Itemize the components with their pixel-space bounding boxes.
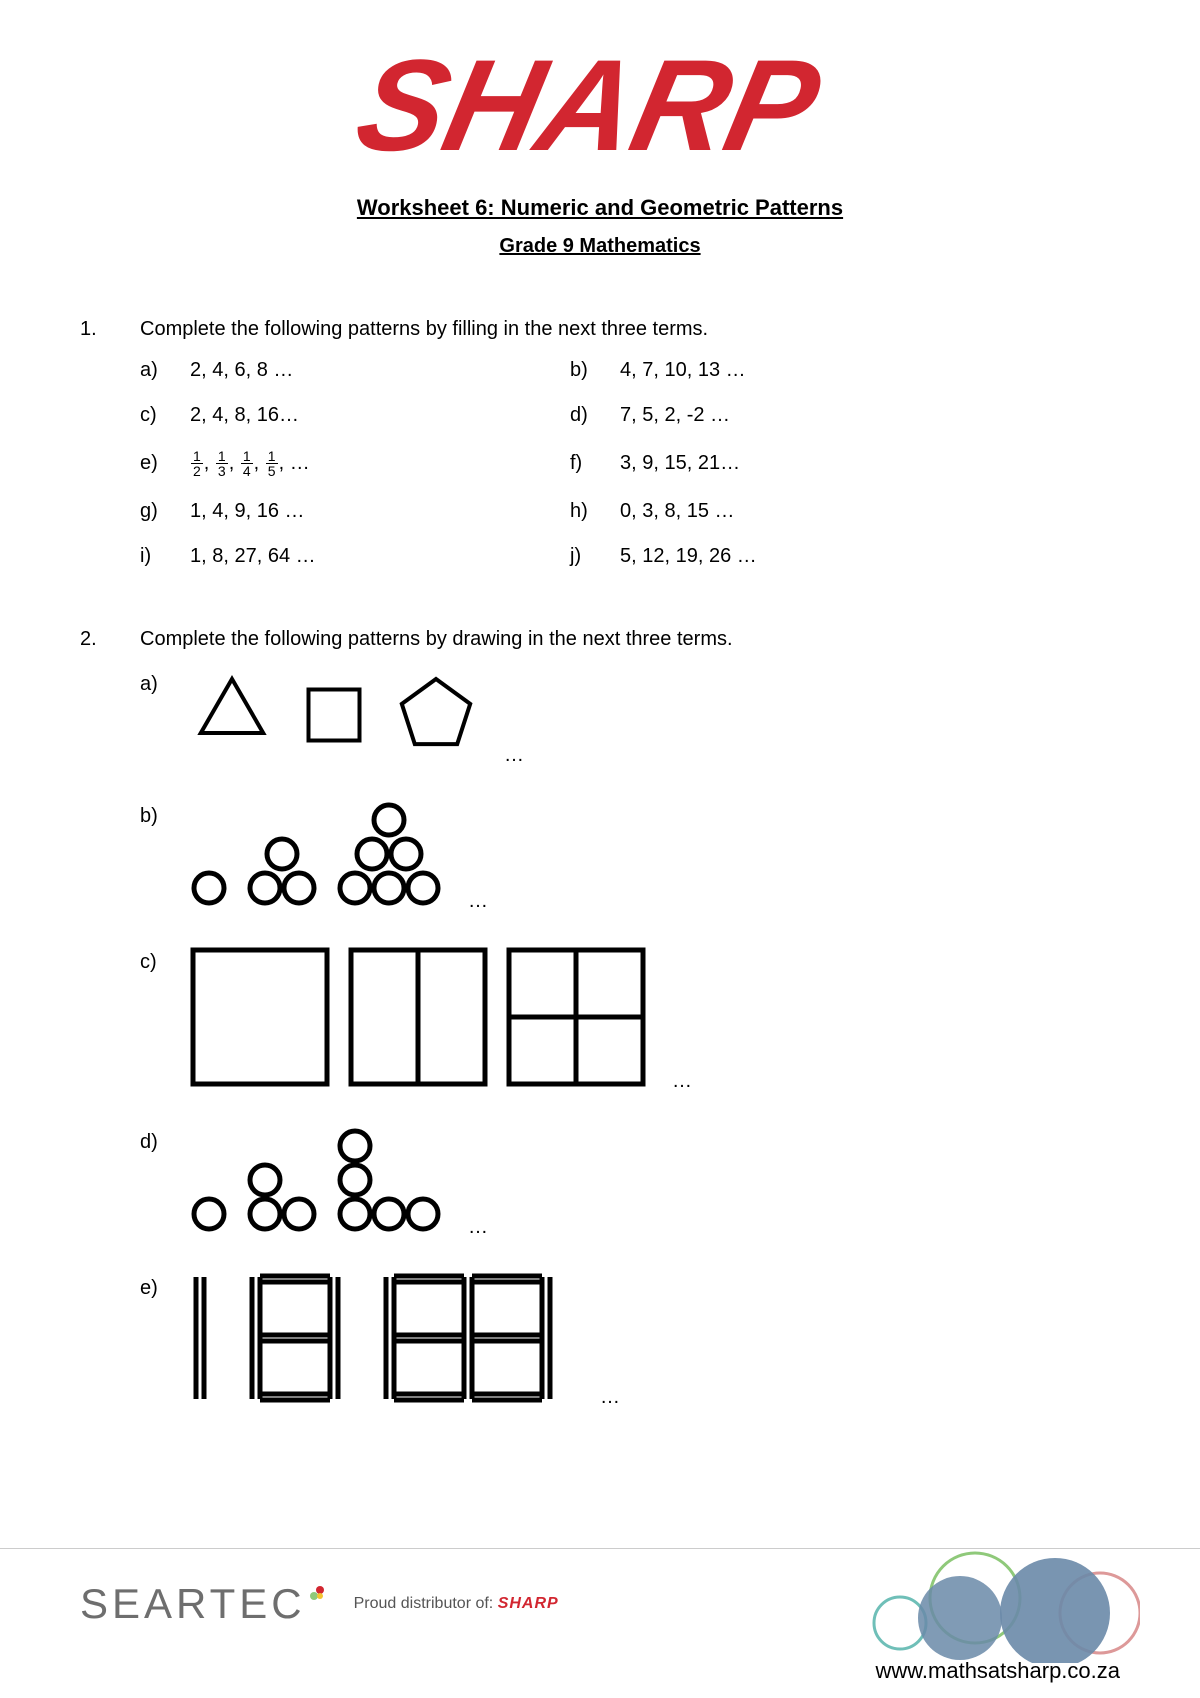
seartec-logo: SEARTEC (80, 1580, 324, 1628)
item-label: e) (140, 452, 190, 475)
shape-cell (246, 835, 318, 913)
worksheet-page: SHARP Worksheet 6: Numeric and Geometric… (0, 0, 1200, 1698)
seartec-text: SEARTEC (80, 1580, 306, 1628)
sharp-logo-text: SHARP (345, 50, 831, 170)
shape-cell (348, 947, 488, 1093)
item-value: 2, 4, 8, 16… (190, 404, 299, 427)
footer-bubbles (840, 1543, 1140, 1668)
shape-cell (246, 1161, 318, 1239)
ellipsis: … (504, 744, 524, 767)
q2-body: Complete the following patterns by drawi… (140, 628, 1120, 1443)
q1-item: b)4, 7, 10, 13 … (570, 359, 960, 382)
item-label: h) (570, 500, 620, 523)
item-label: c) (140, 404, 190, 427)
item-label: f) (570, 452, 620, 475)
item-label: g) (140, 500, 190, 523)
sharp-logo: SHARP (80, 50, 1120, 175)
q2-shape-row: d) … (140, 1127, 1120, 1239)
shape-row-label: e) (140, 1273, 190, 1300)
shape-row-label: b) (140, 801, 190, 828)
q1-item: a)2, 4, 6, 8 … (140, 359, 530, 382)
q2-shape-row: c) … (140, 947, 1120, 1093)
shape-row-label: a) (140, 669, 190, 696)
item-label: a) (140, 359, 190, 382)
ellipsis: … (672, 1070, 692, 1093)
item-value: 2, 4, 6, 8 … (190, 359, 293, 382)
shape-cell (190, 1195, 228, 1239)
page-footer: SEARTEC Proud distributor of: SHARP www.… (0, 1548, 1200, 1698)
ellipsis: … (468, 1216, 488, 1239)
shape-cell (506, 947, 646, 1093)
item-label: i) (140, 545, 190, 568)
question-2: 2. Complete the following patterns by dr… (80, 628, 1120, 1443)
worksheet-title: Worksheet 6: Numeric and Geometric Patte… (80, 195, 1120, 221)
shape-cell (190, 947, 330, 1093)
q2-rows: a) … b) … c) … d) … e) … (140, 669, 1120, 1409)
q2-shape-row: a) … (140, 669, 1120, 767)
q1-item: j)5, 12, 19, 26 … (570, 545, 960, 568)
item-value: 12, 13, 14, 15, … (190, 449, 310, 478)
item-value: 3, 9, 15, 21… (620, 452, 740, 475)
shape-cell (394, 669, 478, 767)
q1-body: Complete the following patterns by filli… (140, 318, 1120, 568)
distributor-text: Proud distributor of: SHARP (354, 1595, 559, 1613)
item-value: 4, 7, 10, 13 … (620, 359, 746, 382)
item-value: 5, 12, 19, 26 … (620, 545, 757, 568)
seartec-dot-icon (308, 1584, 326, 1605)
q1-item: i)1, 8, 27, 64 … (140, 545, 530, 568)
shape-cell (190, 1273, 228, 1409)
item-label: b) (570, 359, 620, 382)
question-1: 1. Complete the following patterns by fi… (80, 318, 1120, 568)
shape-cell (190, 869, 228, 913)
shape-cell (190, 669, 274, 767)
q2-shape-row: b) … (140, 801, 1120, 913)
item-label: j) (570, 545, 620, 568)
item-value: 1, 4, 9, 16 … (190, 500, 305, 523)
dist-brand: SHARP (498, 1595, 559, 1612)
shape-cell (292, 669, 376, 767)
shape-cell (336, 1127, 442, 1239)
worksheet-subtitle: Grade 9 Mathematics (80, 235, 1120, 258)
q1-item: c)2, 4, 8, 16… (140, 404, 530, 427)
shape-cell (336, 801, 442, 913)
item-value: 7, 5, 2, -2 … (620, 404, 730, 427)
q1-item: e)12, 13, 14, 15, … (140, 449, 530, 478)
sharp-logo-svg: SHARP (190, 50, 1010, 170)
q1-item: g)1, 4, 9, 16 … (140, 500, 530, 523)
ellipsis: … (468, 890, 488, 913)
q2-shape-row: e) … (140, 1273, 1120, 1409)
item-label: d) (570, 404, 620, 427)
q1-items: a)2, 4, 6, 8 … b)4, 7, 10, 13 … c)2, 4, 8,… (140, 359, 960, 568)
q1-item: f)3, 9, 15, 21… (570, 449, 960, 478)
footer-url: www.mathsatsharp.co.za (875, 1658, 1120, 1684)
dist-prefix: Proud distributor of: (354, 1595, 498, 1612)
shape-cell (246, 1273, 362, 1409)
ellipsis: … (600, 1386, 620, 1409)
shape-row-label: c) (140, 947, 190, 974)
item-value: 1, 8, 27, 64 … (190, 545, 316, 568)
q1-number: 1. (80, 318, 140, 341)
q1-item: d)7, 5, 2, -2 … (570, 404, 960, 427)
q1-item: h)0, 3, 8, 15 … (570, 500, 960, 523)
q1-text: Complete the following patterns by filli… (140, 318, 1120, 341)
item-value: 0, 3, 8, 15 … (620, 500, 735, 523)
q2-number: 2. (80, 628, 140, 651)
q2-text: Complete the following patterns by drawi… (140, 628, 1120, 651)
shape-row-label: d) (140, 1127, 190, 1154)
shape-cell (380, 1273, 574, 1409)
